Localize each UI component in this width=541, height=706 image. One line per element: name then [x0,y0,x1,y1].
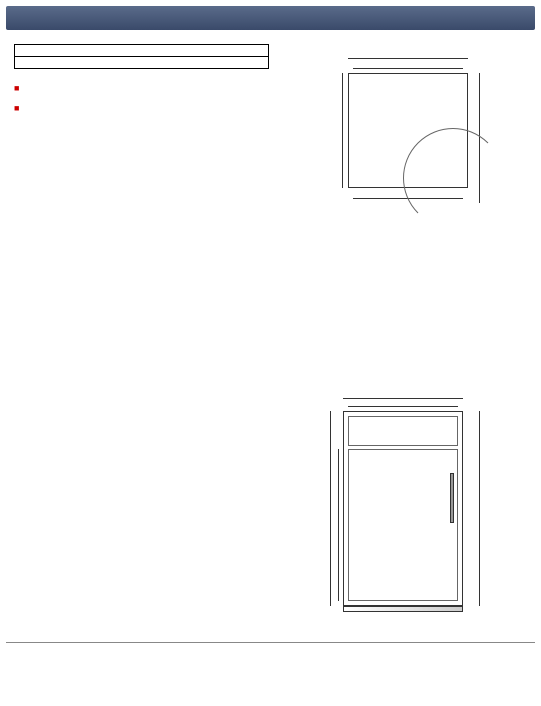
dim-line [348,406,458,407]
plan-view-title [277,34,529,42]
spec-table [14,44,269,69]
warranty-block: ■ [14,83,269,93]
side-panel-top [348,416,458,446]
dimensional-head [15,57,269,69]
right-column [269,34,529,628]
footer-left [6,643,281,700]
dim-line [353,68,463,69]
dim-line [479,411,480,606]
dim-line [338,449,339,601]
dim-line [330,411,331,606]
ramp [343,606,463,612]
features-block: ■ [14,103,269,113]
side-view-diagram [308,393,498,628]
door-handle [450,473,454,523]
side-panel-door [348,449,458,601]
footer [6,642,535,700]
door-swing-arc [403,128,503,228]
top-view-diagram [318,48,488,223]
features-bullet: ■ [14,103,19,113]
electrical-head [15,45,269,57]
dim-line [343,398,463,399]
dim-line [342,73,343,188]
content-area: ■ ■ [0,30,541,628]
warranty-bullet: ■ [14,83,22,93]
footer-right [281,643,535,700]
model-row [14,34,269,44]
header-bar [6,6,535,30]
dim-line [348,58,468,59]
left-column: ■ ■ [14,34,269,628]
